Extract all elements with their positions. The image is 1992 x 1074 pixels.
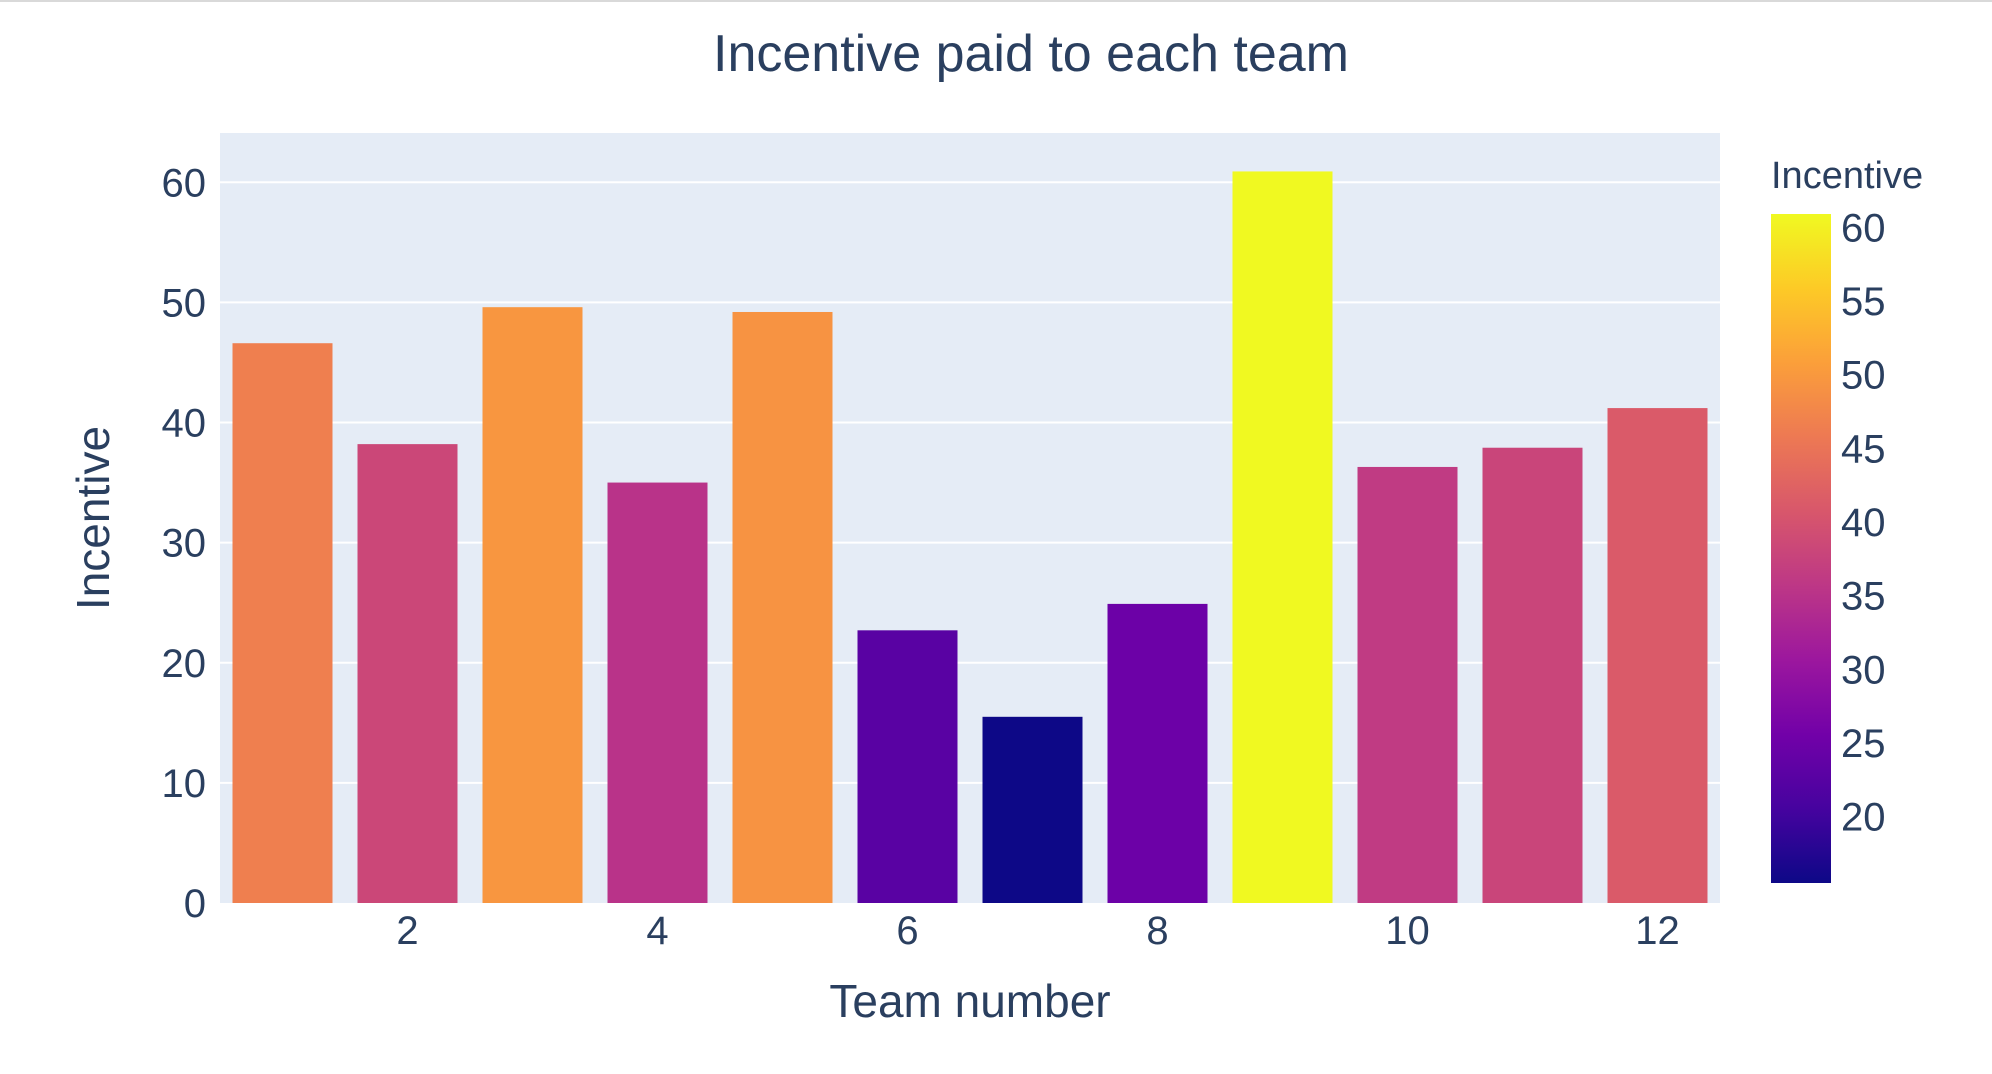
colorbar-tick-label: 50 (1841, 354, 1886, 398)
bar-team-4 (607, 482, 708, 903)
y-tick-label: 0 (184, 882, 206, 926)
bar-team-9 (1232, 171, 1333, 903)
bar-team-6 (857, 630, 958, 903)
y-tick-label: 30 (162, 522, 207, 566)
x-tick-label: 12 (1635, 909, 1680, 953)
bar-team-3 (482, 307, 583, 903)
colorbar-tick-label: 20 (1841, 796, 1886, 840)
y-gridlines (220, 181, 1720, 784)
y-tick-label: 20 (162, 642, 207, 686)
y-tick-labels: 0 10 20 30 40 50 60 (162, 161, 207, 926)
colorbar-tick-label: 60 (1841, 206, 1886, 250)
colorbar-tick-label: 35 (1841, 575, 1886, 619)
bars (232, 171, 1708, 904)
x-tick-label: 6 (896, 909, 918, 953)
y-tick-label: 40 (162, 402, 207, 446)
x-tick-labels: 2 4 6 8 10 12 (396, 909, 1679, 953)
x-tick-label: 4 (646, 909, 668, 953)
y-tick-label: 10 (162, 762, 207, 806)
bar-team-7 (982, 716, 1083, 903)
colorbar-tick-label: 45 (1841, 427, 1886, 471)
x-axis-title: Team number (829, 975, 1110, 1027)
x-tick-label: 2 (396, 909, 418, 953)
bar-team-12 (1607, 408, 1708, 903)
y-tick-label: 50 (162, 281, 207, 325)
plot-area (220, 133, 1720, 903)
x-tick-label: 10 (1385, 909, 1430, 953)
bar-team-2 (357, 444, 458, 903)
colorbar (1771, 214, 1831, 883)
colorbar-tick-label: 40 (1841, 501, 1886, 545)
colorbar-tick-labels: 20 25 30 35 40 45 50 55 60 (1841, 206, 1886, 839)
colorbar-tick-label: 30 (1841, 648, 1886, 692)
colorbar-tick-label: 55 (1841, 280, 1886, 324)
y-tick-label: 60 (162, 161, 207, 205)
bar-team-11 (1482, 447, 1583, 903)
x-tick-label: 8 (1146, 909, 1168, 953)
colorbar-tick-label: 25 (1841, 722, 1886, 766)
bar-team-8 (1107, 603, 1208, 903)
colorbar-title: Incentive (1771, 155, 1923, 197)
y-axis-title: Incentive (67, 426, 119, 610)
bar-team-5 (732, 311, 833, 903)
bar-team-10 (1357, 466, 1458, 903)
chart-title: Incentive paid to each team (713, 25, 1349, 83)
bar-team-1 (232, 343, 333, 904)
